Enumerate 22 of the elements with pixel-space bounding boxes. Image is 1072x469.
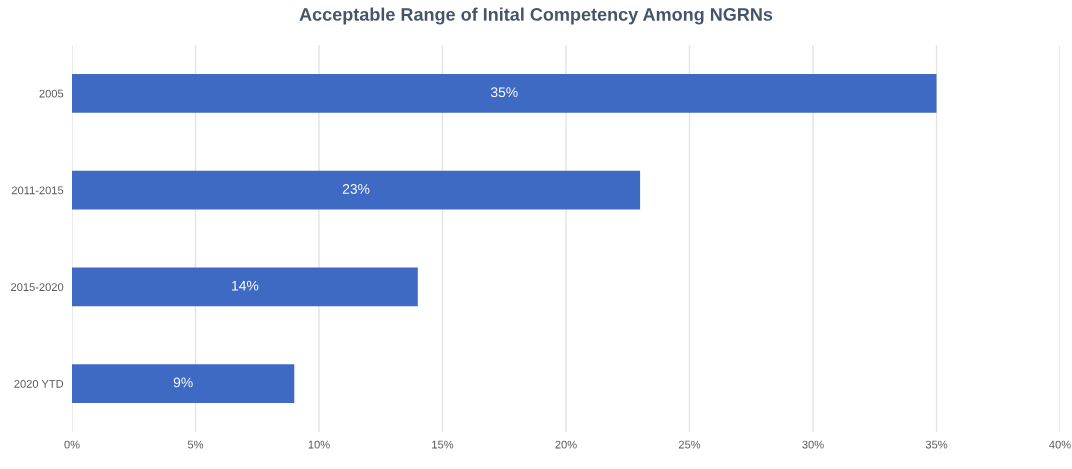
data-label: 9% <box>173 377 193 388</box>
bar <box>72 74 937 113</box>
bar <box>72 170 641 210</box>
data-label: 35% <box>490 87 518 98</box>
y-tick-label: 2020 YTD <box>14 379 64 388</box>
x-tick-label: 10% <box>308 440 330 449</box>
x-tick-label: 5% <box>187 440 204 449</box>
y-tick-label: 2015-2020 <box>11 283 64 292</box>
y-tick-label: 2011-2015 <box>11 186 64 195</box>
data-label: 23% <box>342 184 370 194</box>
x-tick-label: 20% <box>555 440 577 449</box>
bar <box>72 364 295 403</box>
y-tick-label: 2005 <box>39 89 64 98</box>
bar <box>72 267 418 307</box>
x-tick-label: 40% <box>1049 440 1071 449</box>
x-tick-label: 35% <box>925 440 948 449</box>
chart-title: Acceptable Range of Inital Competency Among NGRNs <box>299 7 773 25</box>
data-label: 14% <box>232 280 259 291</box>
x-tick-label: 15% <box>432 440 454 449</box>
x-tick-label: 30% <box>802 440 824 449</box>
x-tick-label: 0% <box>64 440 80 449</box>
x-tick-label: 25% <box>678 440 701 449</box>
